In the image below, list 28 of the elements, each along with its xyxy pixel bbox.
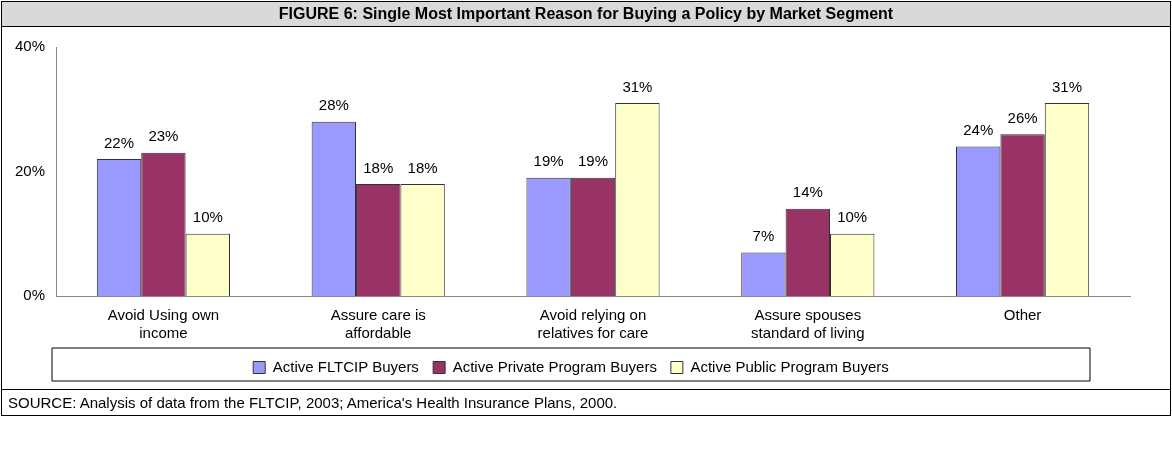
x-tick-label: Other bbox=[1003, 306, 1042, 324]
x-tick-label: Assure spouses standard of living bbox=[751, 306, 865, 342]
x-tick-label: Avoid Using own income bbox=[107, 306, 220, 342]
data-label: 22% bbox=[104, 133, 135, 151]
data-label: 31% bbox=[1051, 77, 1083, 95]
y-tick-label: 40% bbox=[14, 37, 46, 55]
source-note: SOURCE: Analysis of data from the FLTCIP, 2003; America's Health Insurance Plans, 2000. bbox=[2, 389, 1170, 415]
x-tick-label: Avoid relying on relatives for care bbox=[537, 306, 649, 342]
legend-label: Active FLTCIP Buyers bbox=[272, 357, 419, 375]
data-label: 26% bbox=[1007, 108, 1038, 126]
legend-label: Active Public Program Buyers bbox=[690, 357, 889, 375]
x-tick-label: Assure care is affordable bbox=[330, 306, 426, 342]
data-label: 24% bbox=[963, 121, 994, 139]
data-label: 10% bbox=[837, 208, 868, 226]
data-label: 19% bbox=[533, 152, 564, 170]
data-label: 23% bbox=[148, 127, 179, 145]
data-label: 7% bbox=[752, 227, 775, 245]
data-label: 18% bbox=[407, 158, 438, 176]
chart-title: FIGURE 6: Single Most Important Reason for Buying a Policy by Market Segment bbox=[2, 2, 1170, 27]
y-tick-label: 0% bbox=[23, 286, 46, 304]
data-label: 14% bbox=[792, 183, 823, 201]
data-label: 10% bbox=[192, 208, 223, 226]
y-tick-label: 20% bbox=[14, 161, 46, 179]
data-label: 19% bbox=[578, 152, 609, 170]
legend-label: Active Private Program Buyers bbox=[452, 357, 657, 375]
data-label: 31% bbox=[622, 77, 653, 95]
data-label: 18% bbox=[363, 158, 394, 176]
data-label: 28% bbox=[318, 96, 349, 114]
